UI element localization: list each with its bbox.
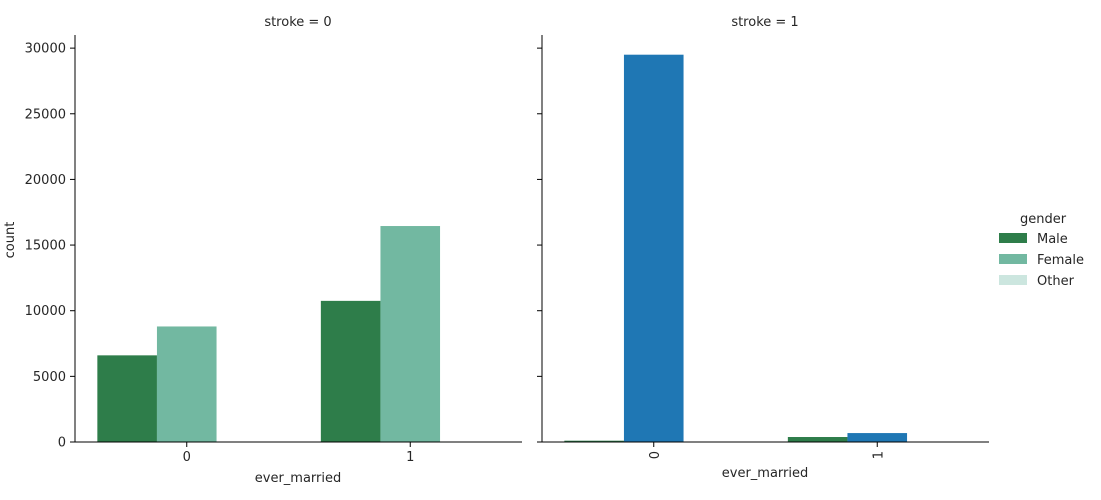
bar-male-0 <box>97 355 157 442</box>
x-tick-label: 0 <box>648 451 663 459</box>
legend-swatch-female <box>999 254 1027 264</box>
legend-label-other: Other <box>1037 274 1075 289</box>
y-tick-label: 10000 <box>25 304 66 319</box>
x-tick-label: 1 <box>871 451 886 459</box>
legend-title: gender <box>1020 212 1067 227</box>
y-axis-label: count <box>3 222 18 259</box>
bar-male-0 <box>564 440 624 442</box>
bar-female-0 <box>623 54 684 443</box>
y-tick-label: 0 <box>58 436 66 451</box>
y-tick-label: 25000 <box>25 107 66 122</box>
x-tick-label: 1 <box>406 450 414 465</box>
bar-female-1 <box>380 226 441 442</box>
panel-title-stroke-0: stroke = 0 <box>264 15 331 30</box>
ticks-panel-0: 0 5000 10000 15000 20000 25000 30000 0 1 <box>25 35 522 465</box>
bars-panel-1 <box>564 54 908 443</box>
x-axis-label-panel-0: ever_married <box>255 471 342 486</box>
y-tick-label: 30000 <box>25 42 66 57</box>
bars-panel-0 <box>97 226 441 442</box>
legend-label-male: Male <box>1037 232 1068 247</box>
y-tick-label: 15000 <box>25 239 66 254</box>
bar-female-1 <box>847 433 908 442</box>
panel-title-stroke-1: stroke = 1 <box>731 15 798 30</box>
panel-stroke-0: stroke = 0 count ever_married 0 5000 10000… <box>3 15 522 486</box>
legend-swatch-other <box>999 275 1027 285</box>
legend-label-female: Female <box>1037 253 1084 268</box>
legend: gender Male Female Other <box>999 212 1084 289</box>
bar-male-1 <box>787 437 848 442</box>
y-tick-label: 20000 <box>25 173 66 188</box>
x-tick-label: 0 <box>183 450 191 465</box>
y-tick-label: 5000 <box>33 370 66 385</box>
bar-female-0 <box>156 326 217 442</box>
bar-male-1 <box>320 300 381 442</box>
legend-swatch-male <box>999 233 1027 243</box>
x-axis-label-panel-1: ever_married <box>722 466 809 481</box>
